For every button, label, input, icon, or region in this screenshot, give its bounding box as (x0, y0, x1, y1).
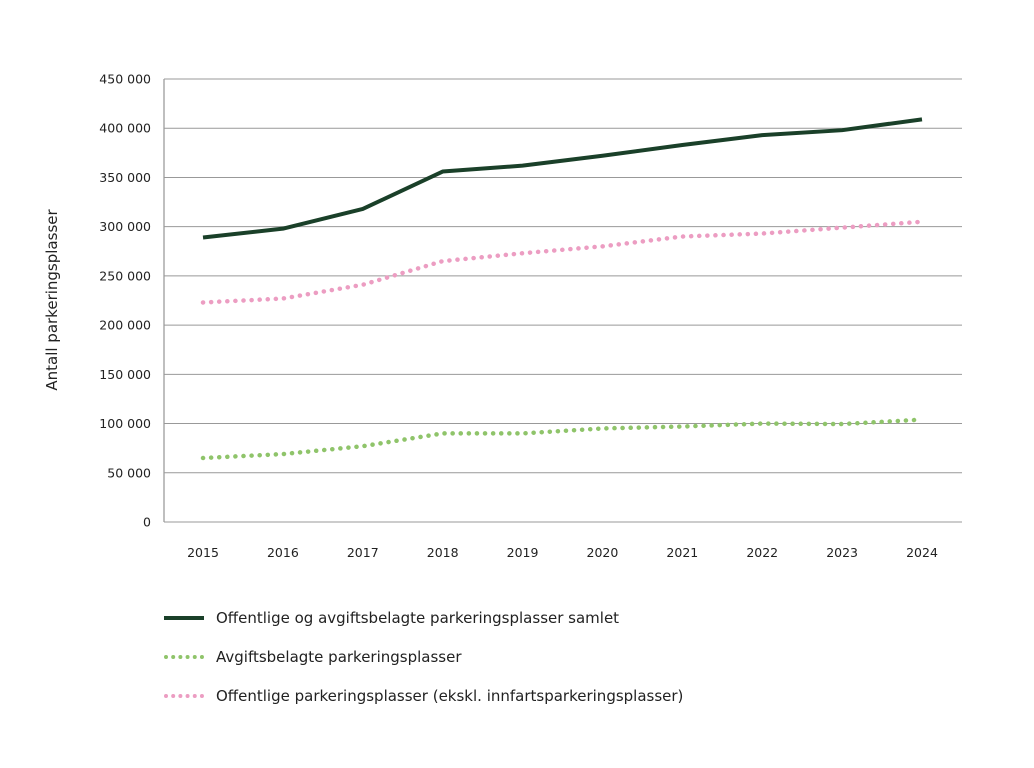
y-tick-label: 350 000 (99, 170, 151, 185)
y-tick-label: 0 (143, 515, 151, 530)
y-tick-label: 300 000 (99, 219, 151, 234)
x-tick-label: 2018 (427, 545, 459, 560)
legend-item: Offentlige og avgiftsbelagte parkeringsp… (164, 598, 683, 637)
y-tick-label: 150 000 (99, 367, 151, 382)
y-tick-label: 450 000 (99, 72, 151, 87)
x-tick-label: 2024 (906, 545, 938, 560)
x-tick-label: 2022 (746, 545, 778, 560)
y-axis-label: Antall parkeringsplasser (43, 209, 61, 391)
legend-swatch-public (164, 693, 204, 698)
x-tick-label: 2021 (666, 545, 698, 560)
x-tick-label: 2015 (187, 545, 219, 560)
x-tick-label: 2016 (267, 545, 299, 560)
x-tick-label: 2023 (826, 545, 858, 560)
x-tick-label: 2019 (507, 545, 539, 560)
y-tick-label: 50 000 (107, 465, 151, 480)
series-line-0 (202, 117, 923, 240)
legend: Offentlige og avgiftsbelagte parkeringsp… (164, 598, 683, 715)
y-tick-label: 250 000 (99, 268, 151, 283)
x-tick-label: 2017 (347, 545, 379, 560)
legend-item: Avgiftsbelagte parkeringsplasser (164, 637, 683, 676)
series-line-2 (200, 219, 925, 305)
legend-swatch-total (164, 615, 204, 620)
legend-label: Offentlige parkeringsplasser (ekskl. inn… (216, 686, 684, 705)
y-tick-label: 200 000 (99, 318, 151, 333)
y-tick-label: 400 000 (99, 121, 151, 136)
legend-item: Offentlige parkeringsplasser (ekskl. inn… (164, 676, 683, 715)
x-tick-label: 2020 (587, 545, 619, 560)
legend-swatch-paid (164, 654, 204, 659)
series-line-1 (200, 417, 925, 461)
y-tick-label: 100 000 (99, 416, 151, 431)
legend-label: Avgiftsbelagte parkeringsplasser (216, 647, 462, 666)
legend-label: Offentlige og avgiftsbelagte parkeringsp… (216, 608, 620, 627)
